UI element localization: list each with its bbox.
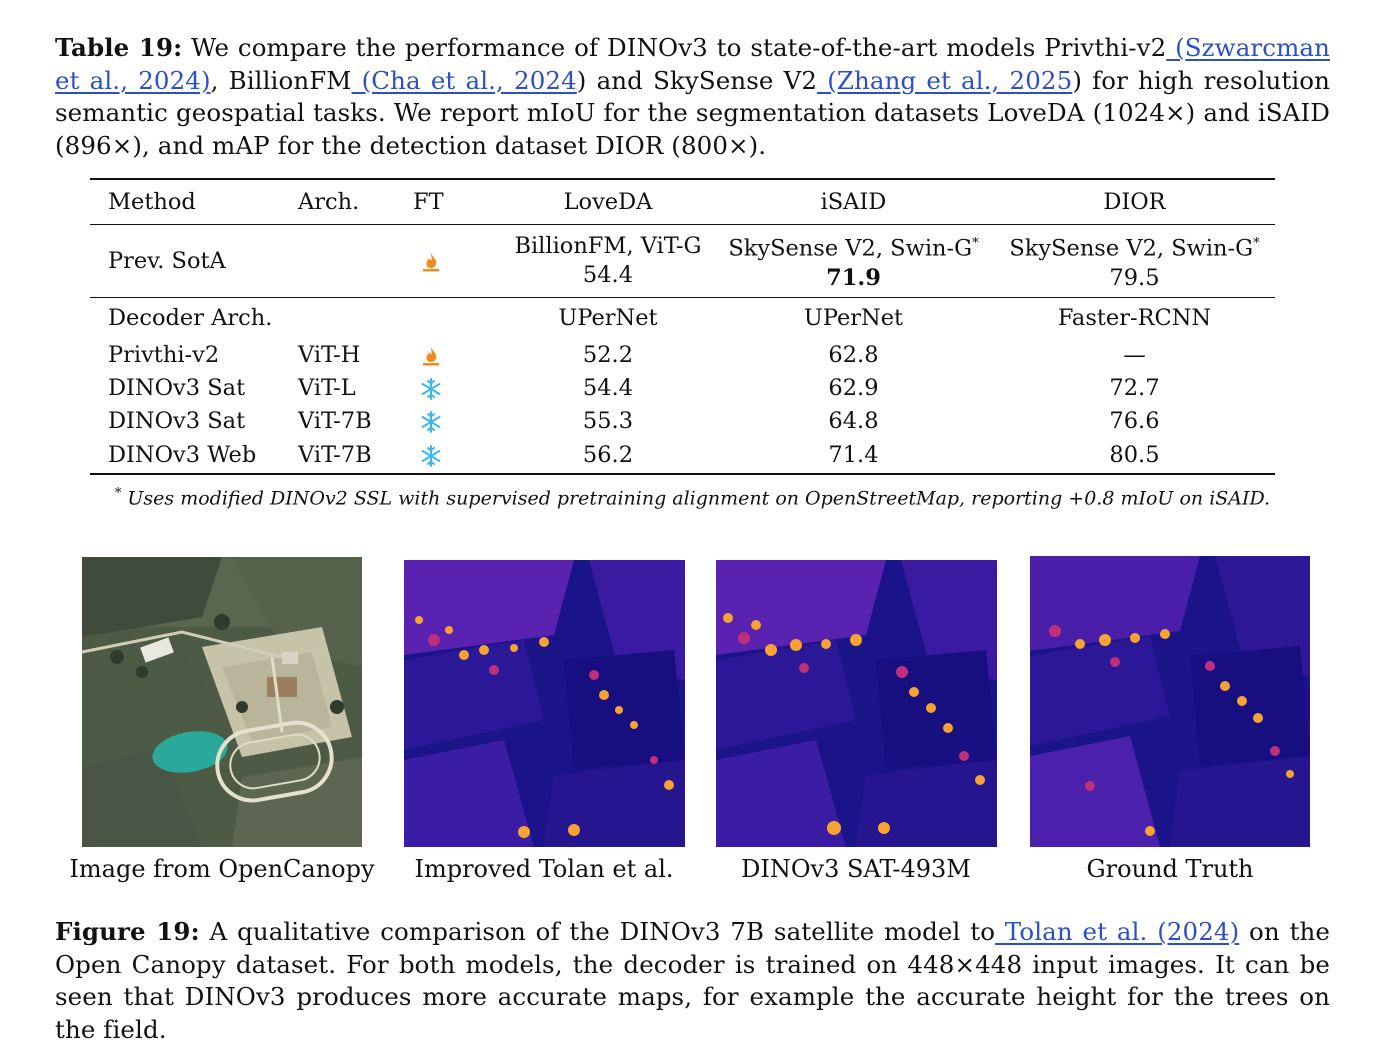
footnote-mark: * — [972, 236, 979, 252]
panel-label-ground-truth: Ground Truth — [1086, 855, 1254, 883]
results-table: Method Arch. FT LoveDA iSAID DIOR Prev. … — [90, 178, 1275, 475]
cell-arch: ViT-H — [298, 341, 361, 368]
cell-loveda: 52.2 — [582, 341, 634, 368]
figure-caption-text: on the Open Canopy dataset. For both mod… — [55, 917, 1330, 1044]
table-header-row: Method Arch. FT LoveDA iSAID DIOR — [90, 179, 1275, 225]
table-caption: Table 19: We compare the performance of … — [55, 32, 1330, 162]
cell-method: DINOv3 Sat — [108, 374, 246, 401]
table-caption-text: ) and SkySense V2 — [576, 65, 818, 95]
cell-method: DINOv3 Web — [108, 442, 257, 468]
snowflake-icon — [421, 410, 441, 433]
panel-label-dinov3-sat: DINOv3 SAT-493M — [741, 855, 971, 883]
table-caption-text: ) for high resolution semantic geospatia… — [55, 65, 1331, 160]
cell-isaid: 64.8 — [828, 407, 879, 434]
table-row: DINOv3 Sat ViT-L 54.4 62.9 72.7 — [90, 371, 1275, 404]
table-row: DINOv3 Web ViT-7B 56.2 71.4 80.5 — [90, 437, 1275, 474]
figure-caption-label: Figure 19: — [55, 917, 200, 946]
cell-dior: 76.6 — [1109, 407, 1160, 434]
citation-link-szwarcman[interactable]: (Szwarcman et al., 2024) — [55, 33, 1330, 95]
header-loveda: LoveDA — [563, 189, 653, 215]
footnote-text: Uses modified DINOv2 SSL with supervised… — [121, 487, 1271, 510]
citation-link-cha[interactable]: (Cha et al., 2024 — [351, 65, 577, 95]
table-row: DINOv3 Sat ViT-7B 55.3 64.8 76.6 — [90, 404, 1275, 437]
header-dior: DIOR — [1103, 189, 1166, 215]
cell-loveda: 54.4 — [582, 374, 634, 401]
cell-arch — [298, 298, 413, 339]
heatmap-ground-truth — [1030, 556, 1310, 847]
cell-loveda: UPerNet — [558, 305, 658, 331]
cell-dior: Faster-RCNN — [1057, 305, 1212, 331]
table-caption-text: , BillionFM — [210, 65, 352, 95]
dior-model: SkySense V2, Swin-G* — [994, 229, 1275, 264]
cell-ft — [413, 225, 503, 298]
cell-method: Decoder Arch. — [108, 305, 273, 331]
cell-loveda: 56.2 — [582, 442, 634, 468]
table-footnote: * Uses modified DINOv2 SSL with supervis… — [55, 486, 1330, 509]
cell-ft — [413, 298, 503, 339]
cell-method: Privthi-v2 — [108, 341, 220, 368]
loveda-model: BillionFM, ViT-G — [514, 233, 702, 259]
cell-dior: 72.7 — [1109, 374, 1160, 401]
isaid-model: SkySense V2, Swin-G* — [713, 229, 994, 264]
heatmap-tolan — [404, 560, 685, 847]
cell-ft — [413, 437, 503, 474]
isaid-model-text: SkySense V2, Swin-G — [728, 235, 973, 262]
cell-dior: — — [1123, 341, 1146, 368]
citation-link-zhang[interactable]: (Zhang et al., 2025 — [817, 65, 1073, 95]
cell-loveda: 55.3 — [582, 407, 634, 434]
panel-label-tolan: Improved Tolan et al. — [414, 855, 674, 883]
snowflake-icon — [421, 377, 441, 400]
cell-arch — [298, 225, 413, 298]
satellite-image — [82, 557, 362, 847]
header-arch: Arch. — [298, 189, 360, 215]
cell-isaid: UPerNet — [803, 305, 904, 331]
citation-link-tolan[interactable]: Tolan et al. (2024) — [995, 917, 1240, 946]
cell-dior: SkySense V2, Swin-G* 79.5 — [994, 225, 1275, 298]
panel-label-image: Image from OpenCanopy — [69, 855, 375, 883]
header-method: Method — [108, 189, 196, 215]
cell-ft — [413, 338, 503, 371]
cell-method: DINOv3 Sat — [108, 407, 246, 434]
table-row: Privthi-v2 ViT-H 52.2 62.8 — — [90, 338, 1275, 371]
table-row-decoder: Decoder Arch. UPerNet UPerNet Faster-RCN… — [90, 297, 1275, 339]
flame-icon — [423, 346, 439, 365]
cell-isaid: 62.9 — [828, 374, 879, 401]
flame-icon — [423, 253, 439, 272]
figure-caption: Figure 19: A qualitative comparison of t… — [55, 916, 1330, 1046]
cell-method: Prev. SotA — [108, 248, 226, 274]
cell-dior: 80.5 — [1109, 442, 1160, 468]
cell-isaid: 71.4 — [828, 442, 879, 468]
cell-isaid: SkySense V2, Swin-G* 71.9 — [713, 225, 994, 298]
cell-arch: ViT-7B — [298, 442, 372, 468]
header-isaid: iSAID — [820, 189, 887, 215]
header-ft: FT — [413, 189, 444, 215]
cell-ft — [413, 404, 503, 437]
cell-ft — [413, 371, 503, 404]
footnote-mark: * — [114, 486, 122, 501]
table-row-prev-sota: Prev. SotA BillionFM, ViT-G 54.4 SkySense… — [90, 224, 1275, 298]
cell-isaid: 62.8 — [828, 341, 879, 368]
figure-caption-text: A qualitative comparison of the DINOv3 7… — [199, 917, 996, 946]
table-caption-text: We compare the performance of DINOv3 to … — [182, 33, 1167, 62]
isaid-value: 71.9 — [826, 264, 881, 291]
cell-loveda: BillionFM, ViT-G 54.4 — [503, 225, 713, 298]
footnote-mark: * — [1253, 236, 1260, 252]
table-caption-label: Table 19: — [55, 33, 183, 62]
cell-arch: ViT-7B — [298, 407, 372, 434]
heatmap-dinov3-sat — [716, 560, 997, 847]
dior-value: 79.5 — [1109, 264, 1160, 291]
loveda-value: 54.4 — [582, 262, 634, 288]
dior-model-text: SkySense V2, Swin-G — [1009, 235, 1254, 262]
cell-arch: ViT-L — [298, 374, 356, 401]
snowflake-icon — [421, 445, 441, 467]
